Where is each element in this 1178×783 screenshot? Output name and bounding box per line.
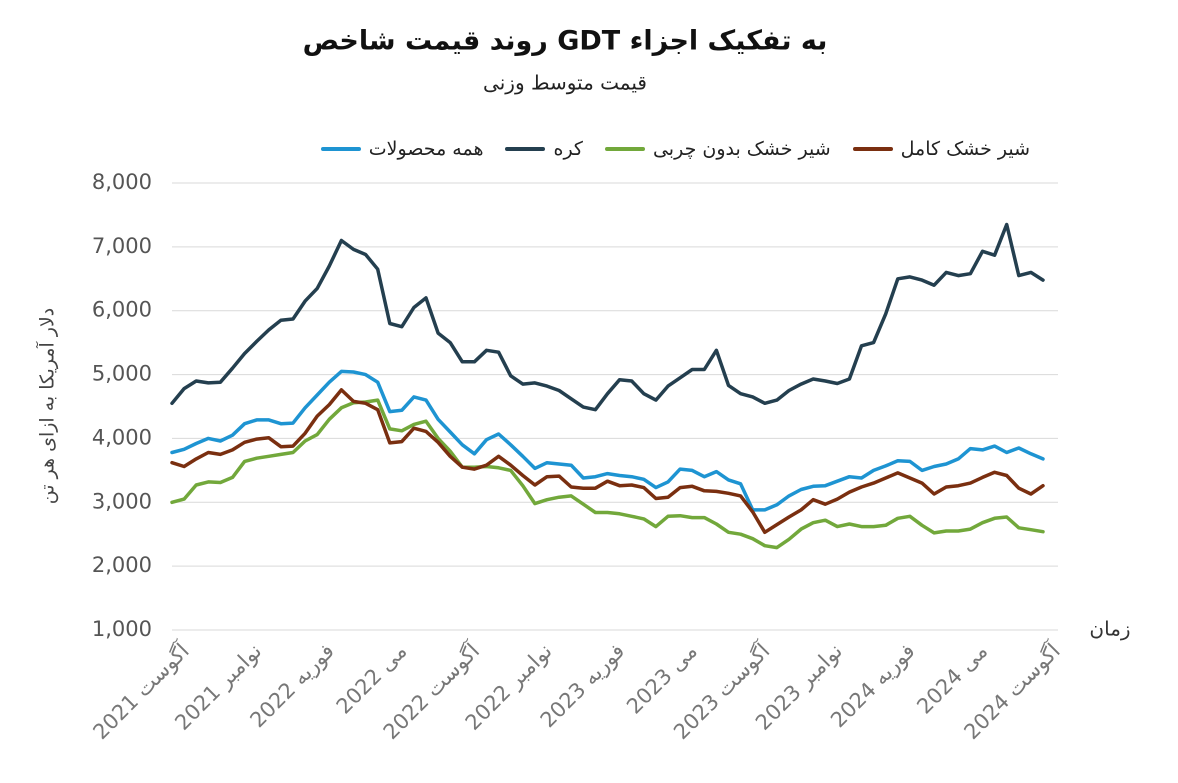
x-axis-label: زمان	[1089, 617, 1130, 641]
series-line	[170, 222, 1045, 412]
legend-swatch	[505, 147, 546, 151]
y-tick-label: 4,000	[92, 425, 152, 449]
legend-swatch	[852, 147, 893, 151]
y-tick-label: 3,000	[92, 489, 152, 513]
legend-label: شیر خشک بدون چربی	[652, 138, 831, 160]
y-tick-label: 6,000	[92, 298, 152, 322]
y-tick-label: 2,000	[92, 553, 152, 577]
x-tick-label: آگوست 2021	[88, 637, 195, 744]
chart-subtitle: قیمت متوسط وزنی	[483, 71, 647, 95]
legend-item: همه محصولات	[320, 138, 484, 160]
y-tick-label: 5,000	[92, 362, 152, 386]
legend-item: شیر خشک کامل	[852, 138, 1030, 160]
y-tick-label: 8,000	[92, 170, 152, 194]
legend-swatch	[320, 147, 361, 151]
legend-item: کره	[505, 138, 583, 160]
y-tick-label: 1,000	[92, 617, 152, 641]
series-line	[170, 369, 1045, 512]
series-line	[170, 398, 1045, 550]
chart-title: روند قیمت شاخص GDT به تفکیک اجزاء	[303, 26, 828, 57]
y-axis-label: دلار آمریکا به ازای هر تن	[35, 308, 59, 505]
legend-label: شیر خشک کامل	[900, 138, 1030, 160]
legend-swatch	[604, 147, 645, 151]
legend: شیر خشک کامل شیر خشک بدون چربی کره همه محصو…	[320, 138, 1030, 160]
series-line	[170, 388, 1045, 535]
legend-item: شیر خشک بدون چربی	[604, 138, 831, 160]
legend-label: کره	[553, 138, 583, 160]
legend-label: همه محصولات	[368, 138, 484, 160]
y-tick-label: 7,000	[92, 234, 152, 258]
